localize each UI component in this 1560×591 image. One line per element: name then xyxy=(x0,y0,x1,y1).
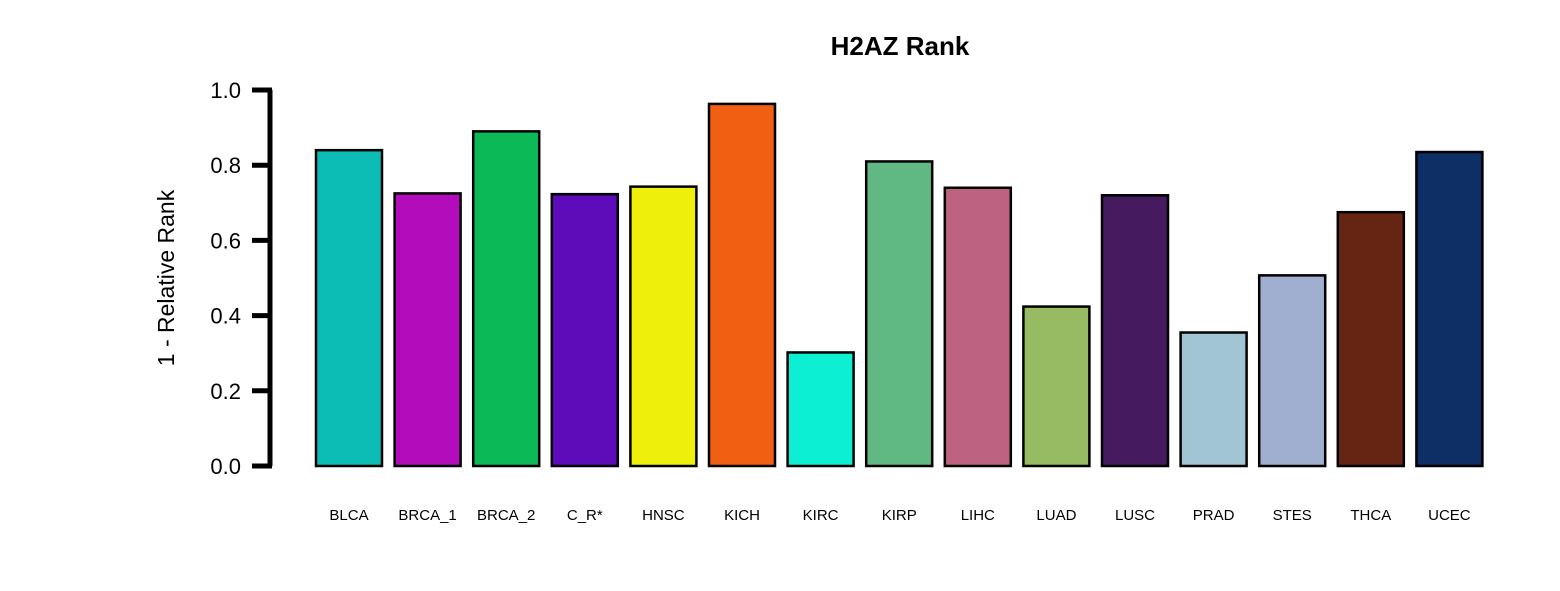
x-tick-label: C_R* xyxy=(567,507,603,524)
x-tick-label: BLCA xyxy=(329,507,368,524)
chart-title: H2AZ Rank xyxy=(831,31,970,61)
bar-prad xyxy=(1181,333,1247,466)
bar-c-r- xyxy=(552,194,618,466)
x-tick-label: KIRP xyxy=(882,507,917,524)
x-tick-label: STES xyxy=(1273,507,1312,524)
x-tick-label: LUSC xyxy=(1115,507,1155,524)
bar-kirp xyxy=(866,161,932,466)
bar-stes xyxy=(1259,275,1325,466)
y-tick-label: 0.6 xyxy=(210,228,241,253)
x-tick-label: BRCA_1 xyxy=(398,507,456,524)
bar-brca-2 xyxy=(473,131,539,466)
x-tick-label: KICH xyxy=(724,507,760,524)
bar-thca xyxy=(1338,212,1404,466)
y-tick-label: 0.2 xyxy=(210,379,241,404)
x-tick-label: BRCA_2 xyxy=(477,507,535,524)
x-tick-label: KIRC xyxy=(803,507,839,524)
y-axis: 0.0 0.2 0.4 0.6 0.8 1.0 xyxy=(210,78,272,479)
bar-kirc xyxy=(788,352,854,466)
x-tick-label: PRAD xyxy=(1193,507,1235,524)
x-tick-label: THCA xyxy=(1350,507,1391,524)
bars-group xyxy=(316,104,1482,466)
y-tick-label: 0.0 xyxy=(210,454,241,479)
x-tick-label: HNSC xyxy=(642,507,685,524)
y-tick-label: 0.8 xyxy=(210,153,241,178)
bar-lihc xyxy=(945,188,1011,466)
bar-hnsc xyxy=(630,187,696,466)
bar-lusc xyxy=(1102,195,1168,466)
bar-ucec xyxy=(1416,152,1482,466)
x-tick-label: LIHC xyxy=(961,507,995,524)
y-tick-label: 1.0 xyxy=(210,78,241,103)
x-axis-tick-labels: BLCA BRCA_1 BRCA_2 C_R* HNSC KICH KIRC KIRP LIHC… xyxy=(329,507,1470,524)
y-tick-label: 0.4 xyxy=(210,304,241,329)
bar-kich xyxy=(709,104,775,466)
bar-blca xyxy=(316,150,382,466)
y-axis-label: 1 - Relative Rank xyxy=(153,189,179,366)
x-tick-label: LUAD xyxy=(1036,507,1076,524)
bar-brca-1 xyxy=(395,193,461,466)
bar-luad xyxy=(1023,307,1089,466)
x-tick-label: UCEC xyxy=(1428,507,1471,524)
